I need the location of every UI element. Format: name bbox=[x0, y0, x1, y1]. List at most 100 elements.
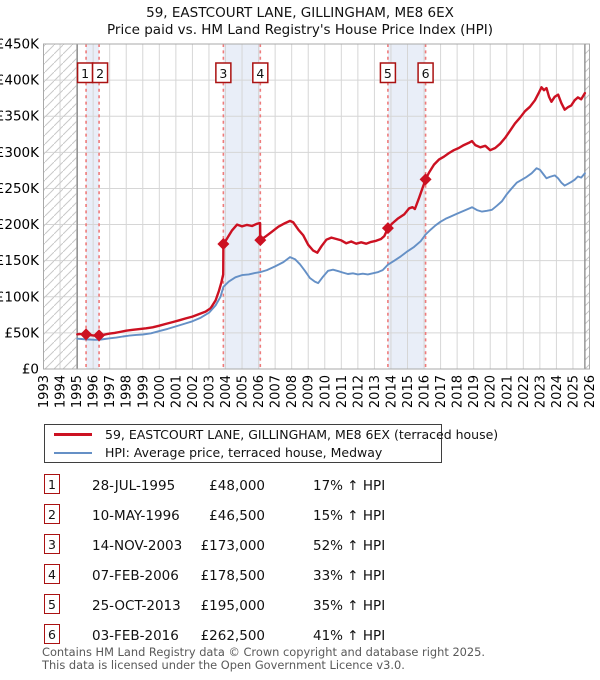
sale-number-label: 5 bbox=[384, 66, 392, 81]
sale-date: 10-MAY-1996 bbox=[92, 508, 180, 524]
sale-date: 07-FEB-2006 bbox=[92, 568, 179, 584]
sale-price: £195,000 bbox=[200, 598, 265, 614]
x-axis-tick-label: 2000 bbox=[153, 375, 168, 408]
sale-number-box bbox=[215, 62, 232, 84]
x-axis-tick-label: 2017 bbox=[434, 375, 449, 408]
table-row: 2 10-MAY-1996 £46,500 15% ↑ HPI bbox=[0, 501, 600, 531]
x-axis-tick-label: 2022 bbox=[517, 375, 532, 408]
sale-number-box bbox=[252, 62, 269, 84]
sale-period-band bbox=[86, 44, 100, 369]
y-axis-tick-label: £250K bbox=[0, 181, 40, 197]
sale-hpi-delta: 35% ↑ HPI bbox=[313, 598, 386, 614]
footer-line-1: Contains HM Land Registry data © Crown c… bbox=[42, 645, 486, 659]
x-axis-tick-label: 2001 bbox=[169, 375, 184, 408]
x-axis-tick-label: 2013 bbox=[368, 375, 383, 408]
sale-price: £48,000 bbox=[209, 478, 265, 494]
sale-number-label: 6 bbox=[422, 66, 430, 81]
sale-marker-diamond bbox=[93, 329, 106, 342]
x-axis-tick-label: 2025 bbox=[566, 375, 581, 408]
x-axis-tick-label: 2005 bbox=[236, 375, 251, 408]
sales-table: 1 28-JUL-1995 £48,000 17% ↑ HPI 2 10-MAY… bbox=[0, 471, 600, 651]
x-axis-tick-label: 2021 bbox=[500, 375, 515, 408]
legend-entry-hpi: HPI: Average price, terraced house, Medw… bbox=[45, 445, 441, 460]
y-axis-tick-label: £200K bbox=[0, 217, 40, 233]
y-axis-tick-label: £150K bbox=[0, 253, 40, 269]
sale-marker-diamond bbox=[254, 234, 267, 247]
x-axis-tick-label: 2007 bbox=[269, 375, 284, 408]
x-axis-tick-label: 1994 bbox=[54, 375, 69, 408]
page-title: 59, EASTCOURT LANE, GILLINGHAM, ME8 6EX bbox=[146, 5, 454, 21]
legend-swatch-red-line bbox=[54, 433, 92, 436]
sale-date: 14-NOV-2003 bbox=[92, 538, 183, 554]
y-axis-tick-label: £350K bbox=[0, 109, 40, 125]
no-data-hatch bbox=[584, 44, 590, 369]
sale-price: £46,500 bbox=[209, 508, 265, 524]
x-axis-tick-label: 1996 bbox=[87, 375, 102, 408]
sale-date: 03-FEB-2016 bbox=[92, 628, 179, 644]
sale-date: 28-JUL-1995 bbox=[92, 478, 176, 494]
sale-number-box bbox=[379, 62, 397, 84]
x-axis-tick-label: 2010 bbox=[318, 375, 333, 408]
sale-marker-diamond bbox=[217, 238, 230, 251]
x-axis-tick-label: 2003 bbox=[202, 375, 217, 408]
y-axis-tick-label: £450K bbox=[0, 37, 40, 53]
legend-label-property: 59, EASTCOURT LANE, GILLINGHAM, ME8 6EX … bbox=[105, 427, 499, 442]
legend-swatch-blue-line bbox=[54, 451, 92, 454]
sale-marker-diamond bbox=[80, 328, 93, 341]
sale-number-box bbox=[91, 62, 109, 84]
plot-border bbox=[43, 43, 590, 370]
x-axis-tick-label: 2019 bbox=[467, 375, 482, 408]
chart-legend: 59, EASTCOURT LANE, GILLINGHAM, ME8 6EX … bbox=[44, 424, 498, 463]
x-axis-tick-label: 2023 bbox=[533, 375, 548, 408]
sale-number-badge: 1 bbox=[44, 474, 60, 494]
x-axis-tick-label: 2020 bbox=[484, 375, 499, 408]
sale-number-badge: 3 bbox=[44, 534, 60, 554]
page-subtitle: Price paid vs. HM Land Registry's House … bbox=[107, 22, 493, 38]
sale-hpi-delta: 41% ↑ HPI bbox=[313, 628, 386, 644]
sale-number-label: 4 bbox=[256, 66, 264, 81]
y-axis-tick-label: £100K bbox=[0, 289, 40, 305]
table-row: 3 14-NOV-2003 £173,000 52% ↑ HPI bbox=[0, 531, 600, 561]
sale-marker-diamond bbox=[381, 222, 394, 235]
x-axis-tick-label: 2016 bbox=[418, 375, 433, 408]
sale-number-badge: 5 bbox=[44, 594, 60, 614]
sale-number-label: 2 bbox=[96, 66, 104, 81]
sale-number-label: 3 bbox=[219, 66, 227, 81]
x-axis-tick-label: 2014 bbox=[384, 375, 399, 408]
table-row: 1 28-JUL-1995 £48,000 17% ↑ HPI bbox=[0, 471, 600, 501]
x-axis-tick-label: 2011 bbox=[335, 375, 350, 408]
sale-price: £262,500 bbox=[200, 628, 265, 644]
sale-number-box bbox=[417, 62, 434, 84]
x-axis-tick-label: 2015 bbox=[401, 375, 416, 408]
sale-number-label: 1 bbox=[81, 66, 89, 81]
table-row: 5 25-OCT-2013 £195,000 35% ↑ HPI bbox=[0, 591, 600, 621]
sale-hpi-delta: 15% ↑ HPI bbox=[313, 508, 386, 524]
x-axis-tick-label: 2002 bbox=[186, 375, 201, 408]
sale-price: £178,500 bbox=[200, 568, 265, 584]
x-axis-tick-label: 2004 bbox=[219, 375, 234, 408]
footer-line-2: This data is licensed under the Open Gov… bbox=[42, 658, 405, 672]
legend-label-hpi: HPI: Average price, terraced house, Medw… bbox=[105, 445, 383, 460]
sale-number-badge: 6 bbox=[44, 624, 60, 644]
sale-price: £173,000 bbox=[200, 538, 265, 554]
x-axis-tick-label: 1995 bbox=[70, 375, 85, 408]
x-axis-tick-label: 1993 bbox=[37, 375, 52, 408]
table-row: 4 07-FEB-2006 £178,500 33% ↑ HPI bbox=[0, 561, 600, 591]
x-axis-tick-label: 1999 bbox=[136, 375, 151, 408]
price-paid-line bbox=[76, 86, 587, 337]
y-axis-tick-label: £300K bbox=[0, 145, 40, 161]
y-axis-tick-label: £0 bbox=[22, 362, 39, 378]
y-axis-tick-label: £400K bbox=[0, 73, 40, 89]
hpi-line bbox=[76, 167, 586, 341]
sale-date: 25-OCT-2013 bbox=[92, 598, 181, 614]
x-axis-tick-label: 2018 bbox=[451, 375, 466, 408]
legend-entry-property: 59, EASTCOURT LANE, GILLINGHAM, ME8 6EX … bbox=[45, 427, 498, 442]
x-axis-tick-label: 1997 bbox=[103, 375, 118, 408]
sale-number-badge: 4 bbox=[44, 564, 60, 584]
price-chart: 1 2 3 4 5 6 £0 £50K £100K £150K £200K £250K £300K £35… bbox=[0, 37, 598, 409]
sale-period-band bbox=[387, 44, 426, 369]
x-axis-tick-label: 2024 bbox=[550, 375, 565, 408]
sale-hpi-delta: 33% ↑ HPI bbox=[313, 568, 386, 584]
sale-hpi-delta: 52% ↑ HPI bbox=[313, 538, 386, 554]
